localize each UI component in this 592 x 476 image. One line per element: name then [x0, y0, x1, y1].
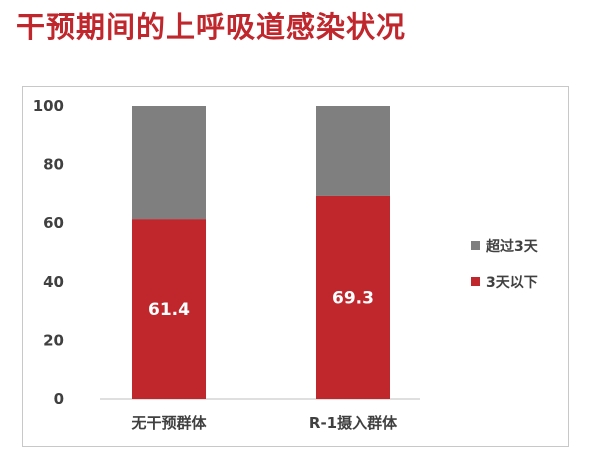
- y-tick-label-40: 40: [43, 273, 64, 291]
- bar-over-3-days-1: [316, 106, 390, 196]
- chart-frame: [22, 86, 569, 447]
- bar-under-3-days-0: [132, 219, 206, 399]
- legend-swatch-0: [471, 241, 480, 250]
- bar-over-3-days-0: [132, 106, 206, 220]
- category-label-0: 无干预群体: [130, 414, 207, 432]
- y-tick-label-60: 60: [43, 214, 64, 232]
- bar-under-3-days-1: [316, 195, 390, 399]
- legend-swatch-1: [471, 277, 480, 286]
- legend-label-1: 3天以下: [486, 275, 538, 291]
- chart-title: 干预期间的上呼吸道感染状况: [16, 10, 407, 44]
- data-label-1: 69.3: [332, 288, 374, 308]
- y-tick-label-100: 100: [33, 97, 64, 115]
- y-tick-label-80: 80: [43, 156, 64, 174]
- y-tick-label-20: 20: [43, 331, 64, 349]
- legend-label-0: 超过3天: [485, 238, 539, 255]
- data-label-0: 61.4: [148, 300, 190, 320]
- category-label-1: R-1摄入群体: [309, 414, 398, 432]
- y-tick-label-0: 0: [54, 390, 64, 408]
